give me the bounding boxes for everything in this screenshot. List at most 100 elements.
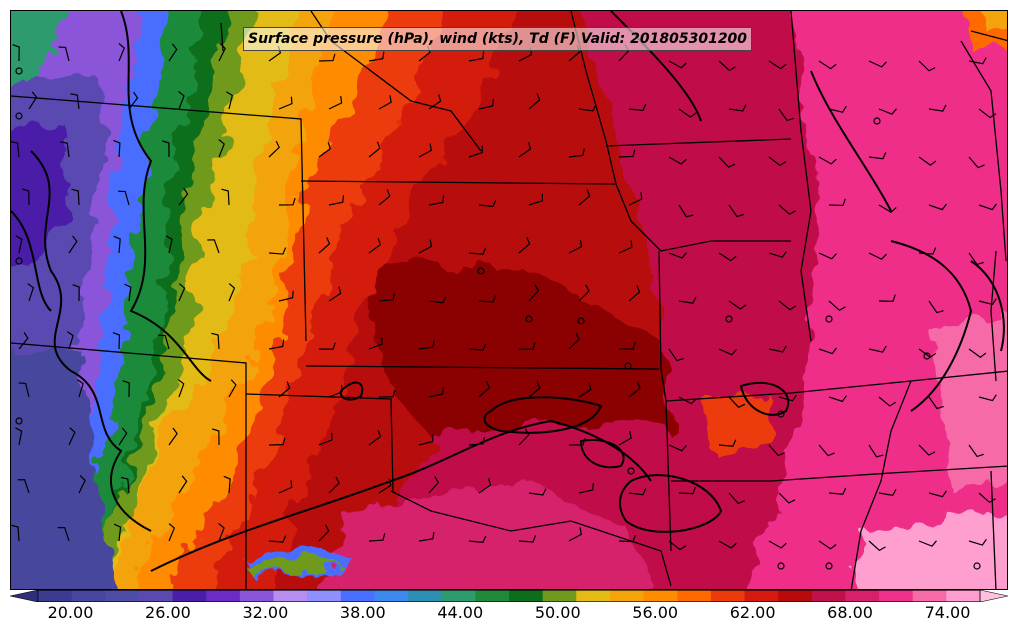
- wind-barb: [278, 96, 293, 110]
- wind-barb: [668, 348, 684, 362]
- calm-wind-circle: [15, 257, 23, 265]
- wind-barb: [318, 141, 332, 158]
- wind-barb: [21, 188, 30, 206]
- wind-barb: [318, 432, 333, 446]
- wind-barb: [278, 381, 291, 398]
- wind-barb: [718, 60, 736, 72]
- wind-barb: [268, 535, 287, 543]
- wind-barb: [67, 331, 74, 350]
- wind-barb: [818, 252, 837, 260]
- wind-barb: [768, 444, 785, 457]
- wind-barb: [223, 475, 231, 494]
- wind-barb: [868, 444, 884, 458]
- wind-barb: [668, 156, 687, 165]
- colorbar-swatch: [441, 590, 476, 602]
- wind-barb: [218, 139, 225, 158]
- wind-barb: [978, 108, 997, 119]
- colorbar-swatch: [105, 590, 140, 602]
- wind-barb: [15, 235, 23, 254]
- colorbar-tick-label: 56.00: [632, 603, 679, 622]
- wind-barb: [165, 235, 173, 254]
- colorbar-tick-label: 50.00: [534, 603, 581, 622]
- wind-barb: [868, 540, 886, 552]
- colorbar-swatch: [542, 590, 577, 602]
- wind-barb: [328, 384, 343, 398]
- wind-barb: [428, 94, 442, 110]
- colorbar-swatch: [643, 590, 678, 602]
- wind-barb: [928, 300, 944, 314]
- wind-barb: [768, 60, 787, 70]
- wind-barb: [468, 247, 487, 255]
- colorbar-swatch: [778, 590, 813, 602]
- wind-barb: [528, 381, 541, 398]
- wind-barb: [678, 296, 697, 304]
- colorbar-labels: 20.00 26.00 32.00 38.00 44.00 50.00 56.00 62.00…: [10, 603, 1008, 627]
- wind-barb: [378, 389, 396, 398]
- calm-wind-circle: [577, 317, 585, 325]
- wind-barb: [468, 145, 483, 158]
- calm-wind-circle: [525, 315, 533, 323]
- wind-barb: [112, 332, 121, 350]
- wind-barb: [768, 345, 787, 353]
- wind-barb: [568, 437, 586, 446]
- colorbar-tick-label: 68.00: [827, 603, 873, 622]
- weather-map: Surface pressure (hPa), wind (kts), Td (…: [10, 10, 1008, 590]
- wind-barb: [11, 141, 20, 158]
- calm-wind-circle: [873, 117, 881, 125]
- wind-barb: [113, 139, 121, 158]
- wind-barb: [928, 104, 947, 112]
- wind-barb: [368, 141, 381, 158]
- wind-barb: [628, 192, 643, 206]
- colorbar-swatch: [744, 590, 779, 602]
- calm-wind-circle: [624, 362, 632, 370]
- calm-wind-circle: [973, 562, 981, 570]
- colorbar-swatch: [340, 590, 375, 602]
- wind-barb: [928, 203, 947, 211]
- wind-barb: [318, 237, 331, 254]
- wind-barb: [77, 379, 84, 398]
- wind-barb: [678, 204, 694, 218]
- colorbar-tick-label: 26.00: [145, 603, 191, 622]
- calm-wind-circle: [777, 562, 785, 570]
- wind-barb: [428, 476, 440, 494]
- wind-barb: [878, 396, 897, 407]
- wind-barb: [318, 524, 330, 542]
- wind-barb: [122, 380, 130, 398]
- wind-barb: [378, 95, 392, 110]
- wind-barb: [728, 396, 746, 408]
- wind-barb: [918, 444, 936, 456]
- calm-wind-circle: [15, 67, 23, 75]
- wind-barb: [27, 283, 35, 302]
- wind-barb: [718, 540, 737, 549]
- wind-barb: [818, 444, 835, 457]
- colorbar-under-extend: [10, 590, 39, 602]
- wind-barb: [968, 252, 984, 266]
- wind-barb: [478, 478, 492, 494]
- wind-barb: [818, 347, 837, 355]
- wind-barbs: [11, 43, 997, 570]
- wind-barb: [728, 204, 744, 218]
- map-title: Surface pressure (hPa), wind (kts), Td (…: [243, 27, 753, 51]
- wind-barb: [71, 188, 80, 206]
- calm-wind-circle: [15, 112, 23, 120]
- wind-barb: [318, 53, 336, 62]
- colorbar-swatch: [576, 590, 611, 602]
- wind-barb: [618, 240, 633, 254]
- wind-barb: [628, 285, 641, 302]
- wind-barb: [478, 380, 491, 398]
- wind-barb: [528, 93, 541, 110]
- wind-barb: [568, 332, 580, 350]
- wind-barb: [528, 488, 547, 496]
- wind-barb: [518, 237, 531, 254]
- wind-barb: [518, 342, 536, 350]
- colorbar-swatch: [710, 590, 745, 602]
- wind-barb: [268, 140, 280, 158]
- wind-barb: [418, 531, 435, 542]
- wind-barb: [978, 492, 996, 504]
- wind-barb: [718, 156, 736, 168]
- colorbar-tick-label: 38.00: [339, 603, 386, 622]
- wind-barb: [68, 427, 76, 446]
- wind-barb: [368, 51, 385, 62]
- wind-barb: [218, 43, 226, 62]
- wind-barb: [113, 235, 121, 254]
